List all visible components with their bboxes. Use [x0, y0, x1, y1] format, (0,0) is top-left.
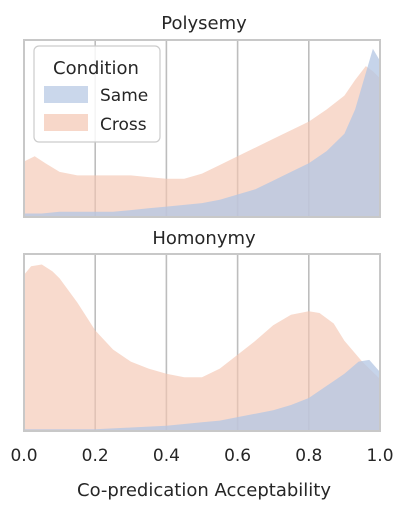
panel-title-homonymy: Homonymy — [152, 228, 256, 249]
legend-swatch-same — [44, 86, 88, 103]
density-area-same — [24, 48, 380, 218]
legend: Condition Same Cross — [33, 45, 161, 143]
legend-swatch-cross — [44, 114, 88, 131]
legend-label-same: Same — [100, 86, 148, 106]
x-tick-label: 0.0 — [10, 446, 37, 466]
density-areas — [24, 264, 380, 431]
x-axis: 0.0 0.2 0.4 0.6 0.8 1.0 — [10, 446, 393, 466]
panel-title-polysemy: Polysemy — [161, 13, 247, 34]
x-tick-label: 0.8 — [295, 446, 322, 466]
legend-title: Condition — [53, 58, 139, 79]
x-tick-label: 0.6 — [224, 446, 251, 466]
x-tick-label: 1.0 — [366, 446, 393, 466]
x-tick-label: 0.4 — [153, 446, 180, 466]
density-area-cross — [24, 264, 380, 431]
legend-label-cross: Cross — [100, 115, 147, 135]
panel-homonymy: Homonymy — [23, 228, 381, 432]
plot-frame — [23, 253, 381, 432]
x-tick-label: 0.2 — [82, 446, 109, 466]
x-axis-label: Co-predication Acceptability — [77, 480, 331, 501]
plot-frame — [23, 39, 381, 218]
density-areas — [24, 48, 380, 218]
density-area-same — [24, 359, 380, 431]
